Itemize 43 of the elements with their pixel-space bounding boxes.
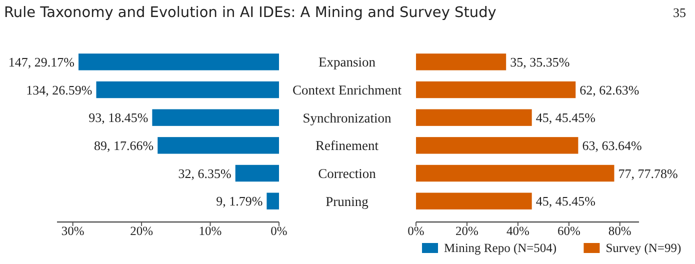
chart-title: Rule Taxonomy and Evolution in AI IDEs: A Mining and Survey Study bbox=[4, 5, 497, 21]
y-tick-label: Pruning bbox=[326, 194, 369, 209]
data-label: 35, 35.35% bbox=[510, 54, 570, 70]
data-label: 45, 45.45% bbox=[536, 194, 596, 209]
bar bbox=[416, 192, 532, 210]
x-tick-label: 40% bbox=[506, 224, 530, 238]
bar bbox=[78, 54, 279, 70]
x-tick-label: 60% bbox=[557, 224, 580, 238]
data-label: 45, 45.45% bbox=[536, 110, 596, 126]
bar bbox=[96, 81, 279, 98]
bar bbox=[152, 109, 279, 126]
x-tick-label: 10% bbox=[198, 224, 222, 238]
data-label: 63, 63.64% bbox=[582, 138, 642, 153]
legend-label: Mining Repo (N=504) bbox=[444, 241, 557, 255]
data-label: 89, 17.66% bbox=[94, 138, 154, 153]
bar bbox=[416, 54, 506, 70]
x-tick-label: 0% bbox=[270, 224, 288, 238]
data-label: 147, 29.17% bbox=[8, 54, 75, 70]
bar bbox=[416, 81, 576, 98]
data-label: 77, 77.78% bbox=[618, 166, 678, 181]
text: 35 bbox=[673, 5, 686, 20]
y-tick-label: Correction bbox=[318, 166, 376, 181]
bar bbox=[416, 109, 532, 126]
data-label: 9, 1.79% bbox=[216, 194, 263, 209]
data-label: 62, 62.63% bbox=[580, 82, 640, 98]
data-label: 134, 26.59% bbox=[26, 82, 92, 98]
bar bbox=[158, 137, 279, 154]
y-tick-label: Refinement bbox=[316, 138, 379, 154]
bar bbox=[266, 192, 279, 210]
y-tick-label: Synchronization bbox=[302, 110, 392, 126]
bar bbox=[416, 137, 578, 154]
x-tick-label: 30% bbox=[61, 224, 84, 238]
bar bbox=[416, 164, 614, 182]
legend-label: Survey (N=99) bbox=[606, 241, 682, 255]
x-tick-label: 0% bbox=[408, 224, 424, 238]
bar bbox=[235, 164, 279, 182]
y-tick-label: Context Enrichment bbox=[292, 82, 402, 98]
data-label: 93, 18.45% bbox=[88, 110, 148, 126]
x-tick-label: 20% bbox=[130, 224, 153, 238]
data-label: 32, 6.35% bbox=[178, 166, 232, 181]
x-tick-label: 80% bbox=[608, 224, 632, 238]
x-tick-label: 20% bbox=[456, 224, 478, 238]
y-tick-label: Expansion bbox=[318, 54, 376, 70]
